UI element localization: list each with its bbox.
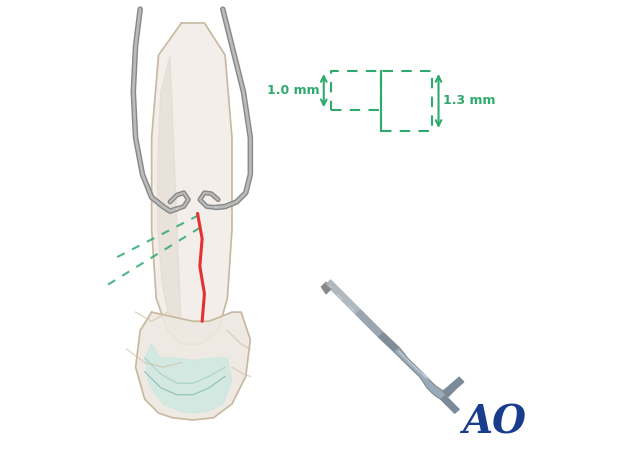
Polygon shape	[395, 348, 448, 399]
Polygon shape	[322, 282, 330, 294]
Polygon shape	[326, 280, 360, 314]
Polygon shape	[356, 310, 383, 337]
Polygon shape	[152, 23, 232, 344]
Polygon shape	[399, 351, 429, 379]
Polygon shape	[157, 55, 182, 335]
Polygon shape	[441, 396, 459, 413]
Polygon shape	[379, 333, 399, 353]
Polygon shape	[443, 377, 464, 397]
Text: 1.3 mm: 1.3 mm	[443, 95, 495, 107]
Text: 1.0 mm: 1.0 mm	[267, 84, 319, 97]
Text: AO: AO	[462, 403, 526, 441]
Polygon shape	[136, 312, 250, 420]
Polygon shape	[144, 344, 232, 413]
